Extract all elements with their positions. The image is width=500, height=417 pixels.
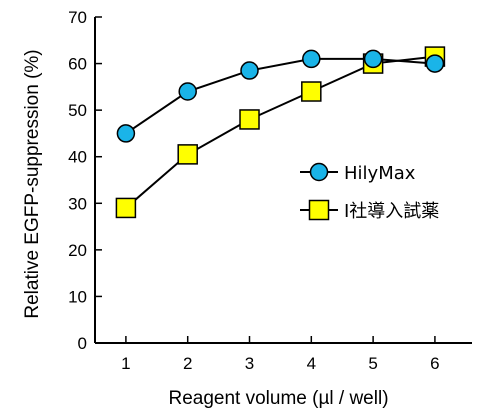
- x-tick-label: 6: [430, 354, 439, 373]
- y-tick-label: 0: [78, 334, 87, 353]
- series-0-point: [240, 61, 259, 80]
- series-0-point: [302, 49, 321, 69]
- x-tick-label: 4: [307, 354, 316, 373]
- series-0-point: [116, 124, 136, 143]
- series-1-point: [239, 109, 260, 130]
- legend-marker: [308, 199, 330, 221]
- y-tick-label: 50: [68, 101, 87, 120]
- series-1-line: [125, 55, 436, 209]
- y-tick-label: 30: [68, 194, 87, 213]
- x-tick-label: 3: [245, 354, 254, 373]
- x-tick-label: 5: [368, 354, 377, 373]
- x-tick-label: 1: [121, 354, 130, 373]
- legend-label: I社導入試薬: [344, 201, 439, 222]
- legend-marker: [309, 162, 329, 182]
- series-0-point: [178, 82, 197, 101]
- y-tick-label: 20: [68, 241, 87, 260]
- legend-label: HilyMax: [344, 163, 416, 184]
- x-tick-label: 2: [183, 354, 192, 373]
- series-0-line: [125, 57, 435, 135]
- y-tick-label: 70: [68, 8, 87, 27]
- series-layer: [115, 46, 446, 219]
- series-1-point: [177, 144, 198, 165]
- series-1-point: [301, 81, 322, 102]
- x-axis-label: Reagent volume (µl / well): [168, 388, 388, 409]
- axes: 0 10 20 30 40 50 60 70 1 2 3 4 5 6: [68, 8, 472, 373]
- legend: HilyMax I社導入試薬: [300, 162, 439, 222]
- y-tick-label: 60: [68, 55, 87, 74]
- series-1-point: [115, 197, 137, 219]
- y-tick-label: 10: [68, 287, 87, 306]
- y-axis-label: Relative EGFP-suppression (%): [22, 49, 43, 318]
- y-tick-label: 40: [68, 148, 87, 167]
- series-0-point: [425, 54, 445, 73]
- series-0-point: [363, 49, 383, 69]
